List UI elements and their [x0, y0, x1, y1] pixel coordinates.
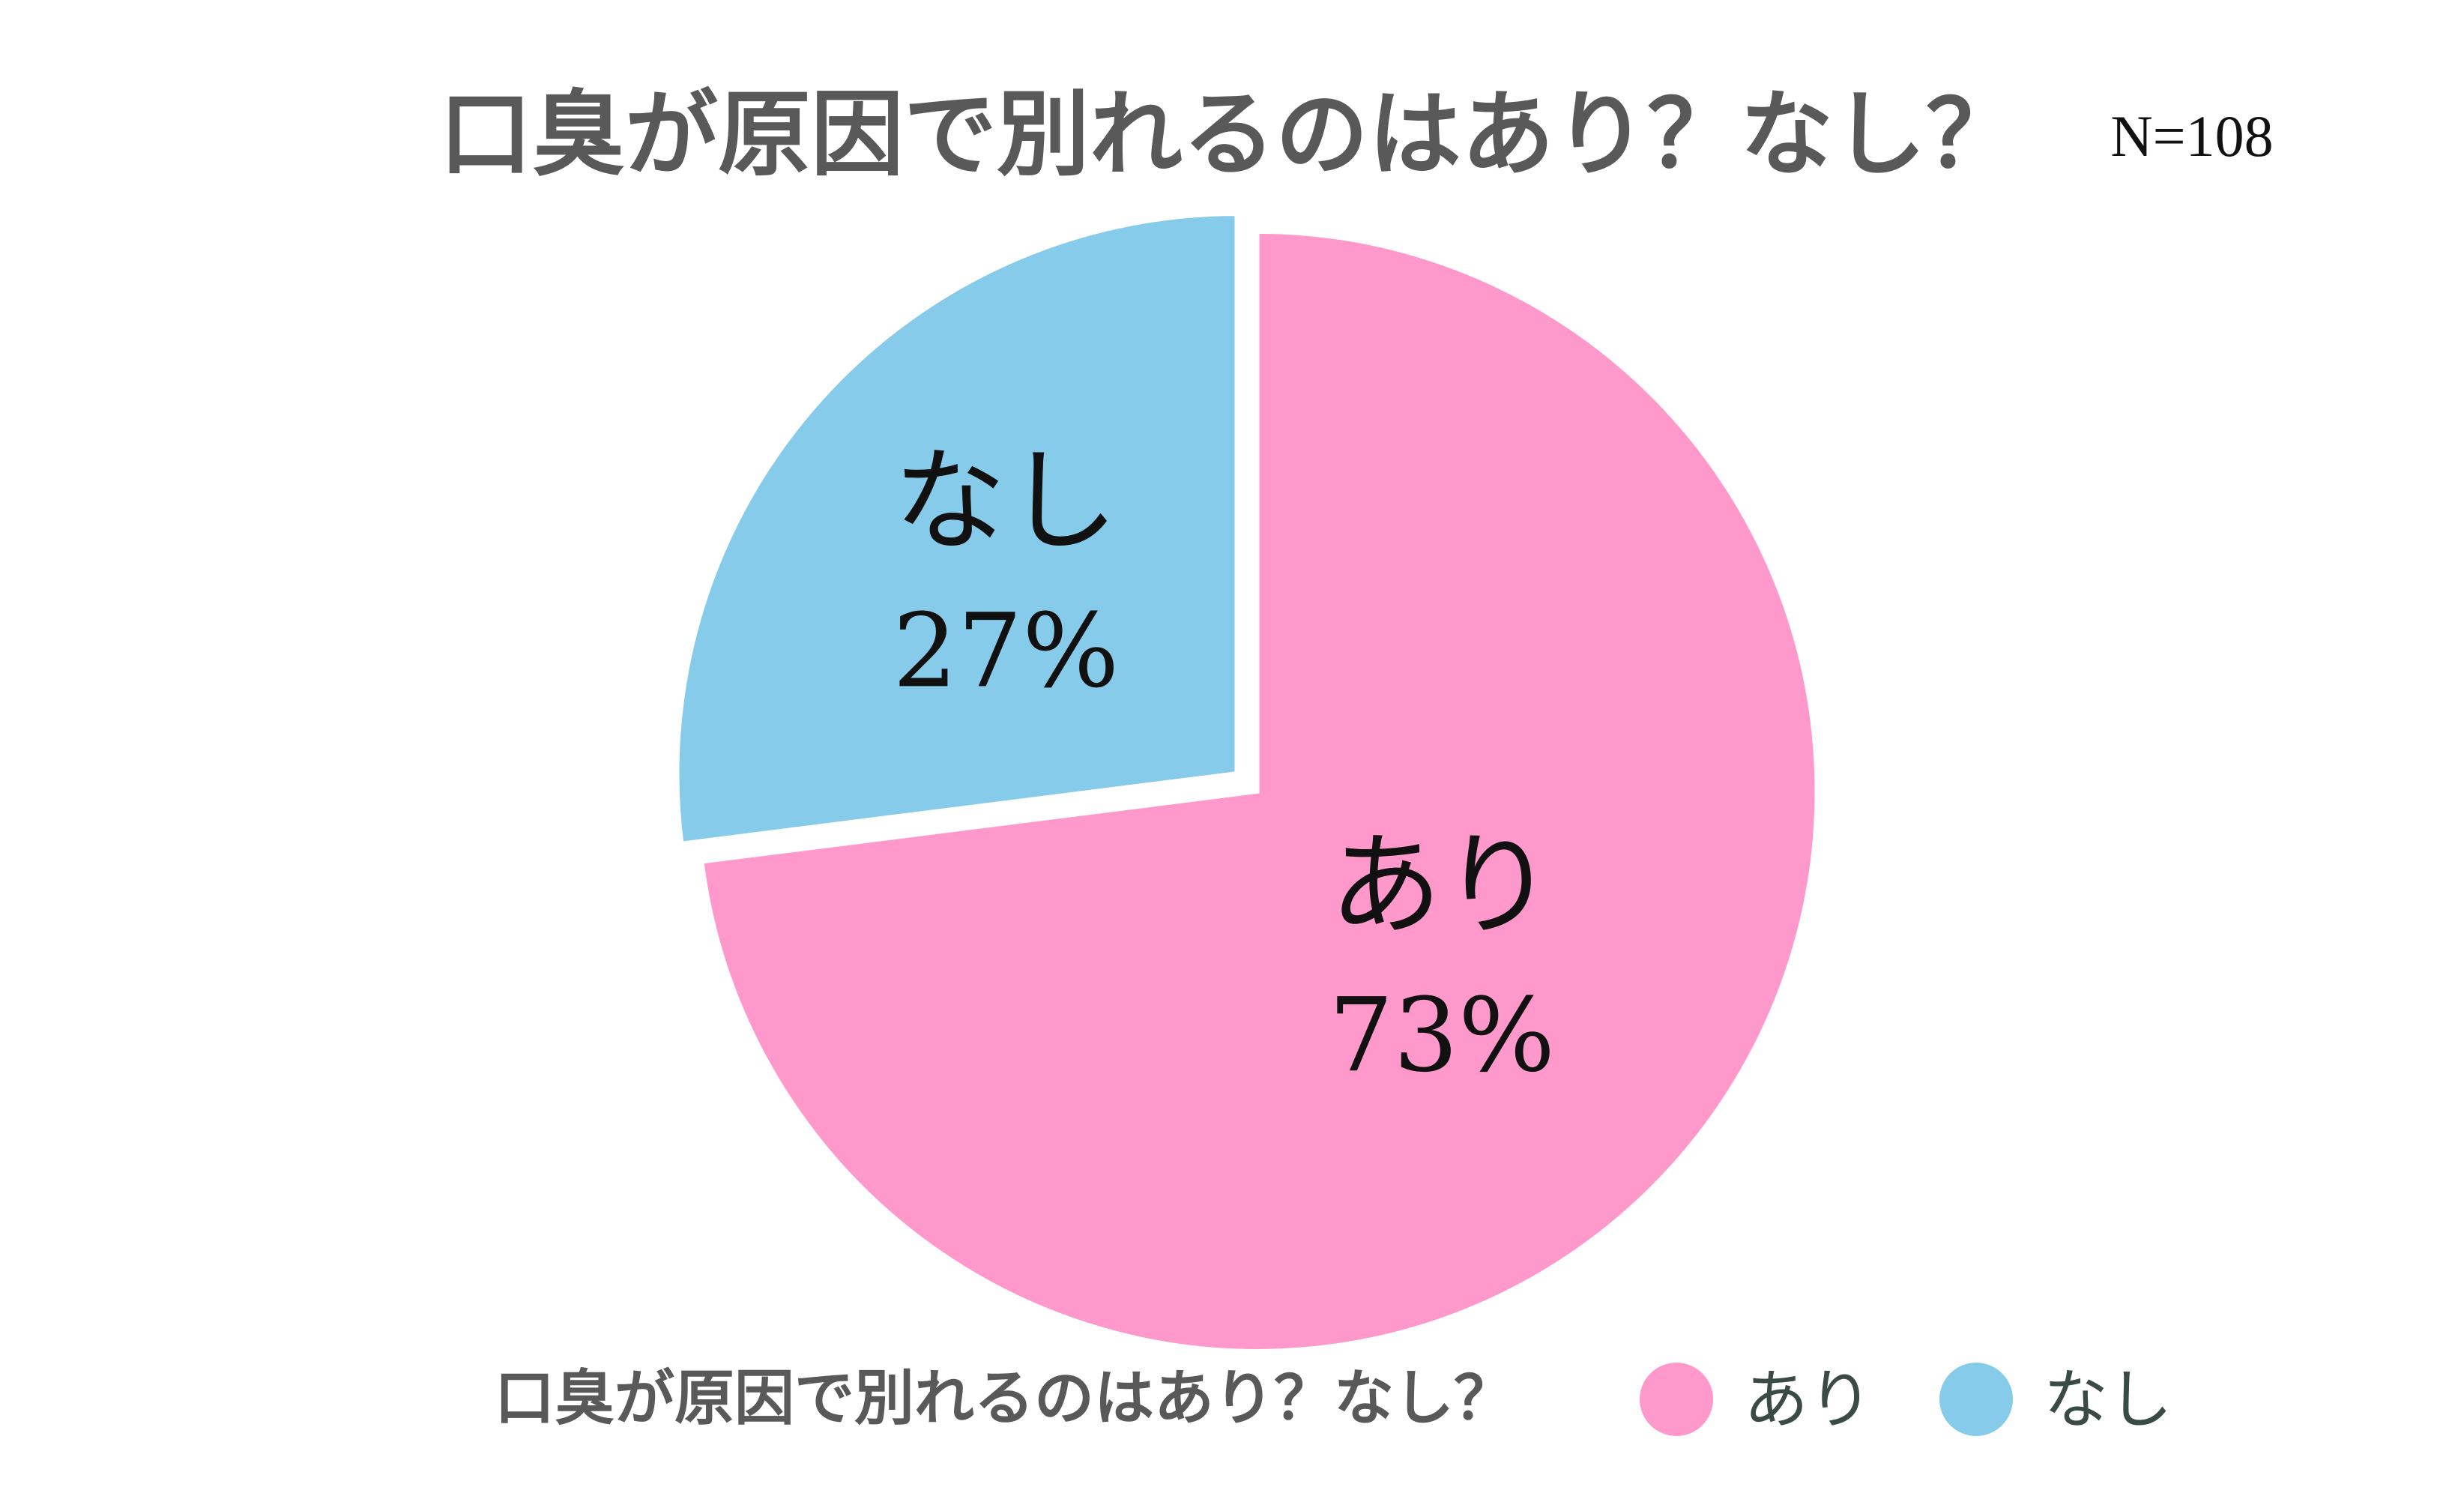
legend-title: 口臭が原因で別れるのはあり？なし？ — [495, 1363, 1514, 1433]
pie-slice-ari — [699, 229, 1820, 1354]
chart-title: 口臭が原因で別れるのはあり？なし？ — [439, 80, 2019, 189]
legend-item: なし — [1939, 1363, 2172, 1438]
legend: 口臭が原因で別れるのはあり？なし？ あり なし — [495, 1363, 2172, 1438]
legend-swatch — [1939, 1363, 2013, 1436]
slice-value-label: 73% — [1329, 977, 1555, 1095]
slice-labels: あり 73% なし 27% — [893, 436, 1555, 1095]
pie-slice-nashi — [674, 211, 1239, 847]
slice-name-label: あり — [1329, 821, 1554, 951]
sample-size: N=108 — [2110, 103, 2273, 169]
slice-value-label: 27% — [893, 592, 1119, 711]
pie-slices — [674, 211, 1820, 1354]
legend-label: なし — [2044, 1363, 2172, 1438]
slice-name-label: なし — [893, 436, 1118, 567]
legend-swatch — [1640, 1363, 1713, 1436]
legend-label: あり — [1744, 1363, 1873, 1438]
legend-item: あり — [1640, 1363, 1873, 1438]
